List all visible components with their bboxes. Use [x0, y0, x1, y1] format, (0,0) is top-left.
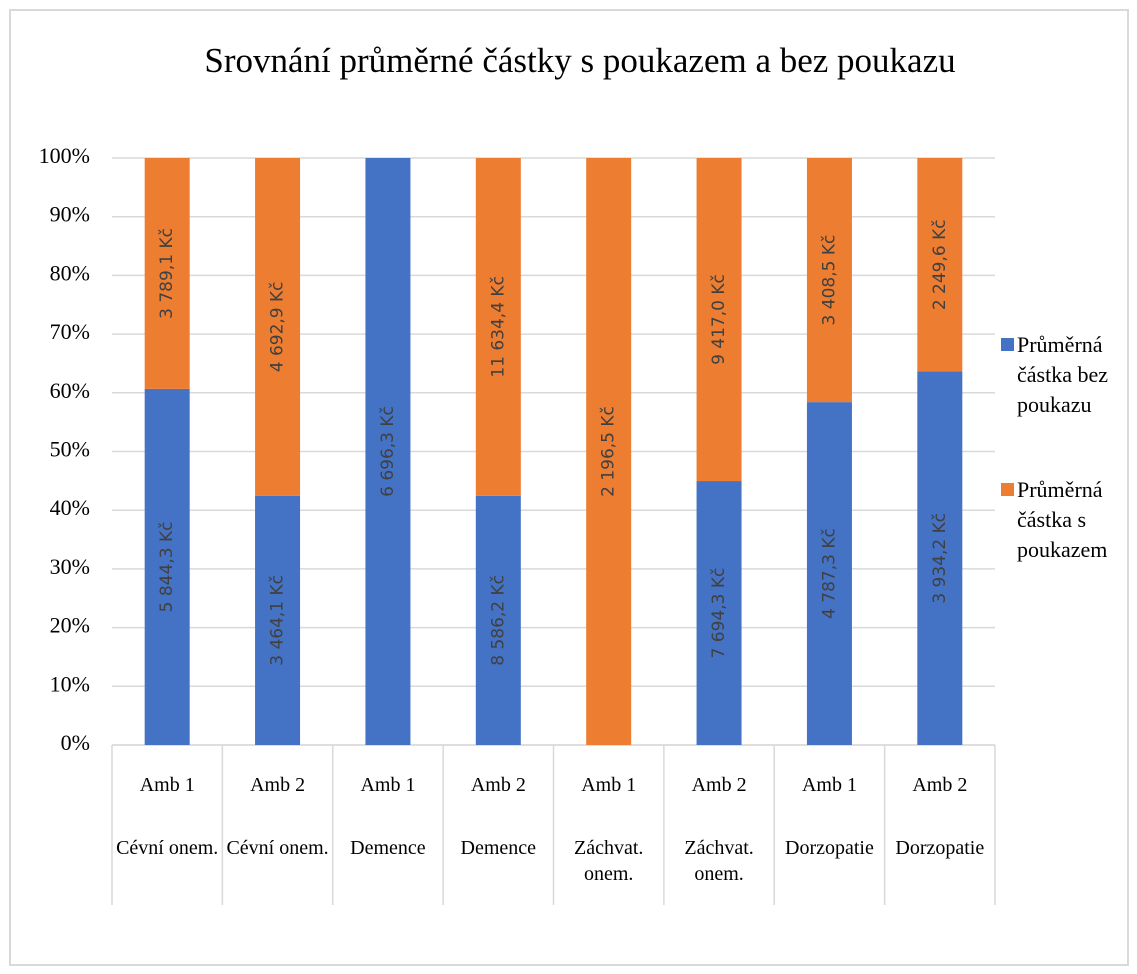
group-label: Dorzopatie: [895, 837, 985, 859]
bar-segment: [917, 158, 963, 372]
y-tick-label: 100%: [39, 143, 90, 168]
y-tick-label: 30%: [50, 554, 90, 579]
value-label: 4 692,9 Kč: [268, 281, 288, 372]
legend-swatch: [1001, 338, 1014, 351]
value-label: 2 196,5 Kč: [599, 406, 619, 497]
y-tick-label: 80%: [50, 260, 90, 285]
group-label: Záchvat. onem.: [573, 837, 644, 885]
bar-segment: [144, 158, 190, 389]
y-tick-label: 70%: [50, 319, 90, 344]
x-tick-label: Amb 2: [691, 774, 747, 796]
bar-segment: [144, 388, 190, 745]
value-label: 2 249,6 Kč: [930, 219, 950, 310]
x-tick-label: Amb 2: [250, 774, 306, 796]
bar-segment: [586, 158, 632, 745]
y-tick-label: 40%: [50, 495, 90, 520]
y-tick-label: 90%: [50, 202, 90, 227]
value-label: 9 417,0 Kč: [709, 274, 729, 365]
frame: [9, 9, 1129, 966]
bar-segment: [696, 158, 742, 482]
value-label: 4 787,3 Kč: [819, 528, 839, 619]
legend-swatch: [1001, 483, 1014, 496]
chart-title: Srovnání průměrné částky s poukazem a be…: [204, 41, 956, 80]
x-tick-label: Amb 1: [801, 774, 857, 796]
group-label: Cévní onem.: [116, 837, 219, 859]
bar-segment: [696, 481, 742, 745]
value-label: 6 696,3 Kč: [378, 406, 398, 497]
x-tick-label: Amb 1: [139, 774, 195, 796]
value-label: 5 844,3 Kč: [157, 522, 177, 613]
group-label: Cévní onem.: [226, 837, 329, 859]
y-tick-label: 20%: [50, 613, 90, 638]
value-label: 11 634,4 Kč: [488, 276, 508, 378]
group-label: Dorzopatie: [785, 837, 874, 859]
group-label: Záchvat. onem.: [684, 837, 754, 885]
y-tick-label: 0%: [61, 730, 90, 755]
y-tick-label: 50%: [50, 437, 90, 462]
legend-label: Průměrná částka s poukazem: [1017, 477, 1108, 562]
group-label: Demence: [350, 837, 426, 859]
value-label: 3 408,5 Kč: [819, 235, 839, 326]
value-label: 3 934,2 Kč: [930, 513, 950, 604]
x-tick-label: Amb 1: [360, 774, 416, 796]
y-tick-label: 60%: [50, 378, 90, 403]
bar-segment: [475, 495, 521, 745]
x-tick-label: Amb 2: [912, 774, 968, 796]
bar-segment: [806, 158, 852, 403]
x-tick-label: Amb 2: [470, 774, 526, 796]
value-label: 3 789,1 Kč: [157, 228, 177, 319]
value-label: 8 586,2 Kč: [488, 575, 508, 666]
bar-segment: [917, 371, 963, 745]
bar-segment: [255, 495, 301, 745]
y-tick-label: 10%: [50, 671, 90, 696]
bar-segment: [365, 158, 411, 745]
group-label: Demence: [460, 837, 537, 859]
bar-segment: [255, 158, 301, 496]
bar-segment: [806, 402, 852, 745]
bar-segment: [475, 158, 521, 496]
x-tick-label: Amb 1: [581, 774, 637, 796]
value-label: 3 464,1 Kč: [268, 575, 288, 666]
legend-label: Průměrná částka bez poukazu: [1017, 332, 1108, 417]
value-label: 7 694,3 Kč: [709, 568, 729, 659]
